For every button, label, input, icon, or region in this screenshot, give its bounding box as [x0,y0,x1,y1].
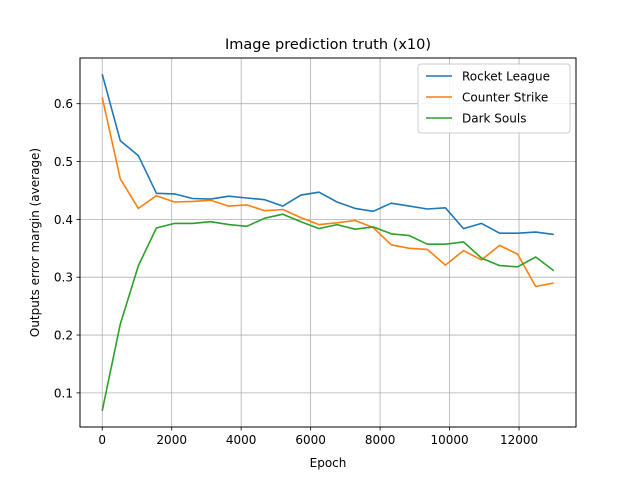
legend-label: Counter Strike [462,91,548,105]
series-line-rocket-league [101,73,554,236]
series-line-dark-souls [101,213,555,411]
plot-frame [79,57,577,428]
x-tick-label: 6000 [295,433,326,447]
legend: Rocket League Counter Strike Dark Souls [417,63,571,134]
y-tick-label: 0.5 [54,155,73,169]
x-tick-label: 0 [98,433,106,447]
x-tick-label: 4000 [226,433,257,447]
x-tick-label: 10000 [430,433,468,447]
x-tick-label: 2000 [156,433,187,447]
x-tick-label: 12000 [500,433,538,447]
y-tick-label: 0.6 [54,97,73,111]
legend-box [417,63,571,134]
x-axis-label: Epoch [310,456,347,470]
y-tick-label: 0.3 [54,271,73,285]
legend-label: Rocket League [462,70,550,84]
y-tick-label: 0.1 [54,386,73,400]
chart-title: Image prediction truth (x10) [225,37,431,53]
axis-ticks: 0 2000 4000 6000 8000 10000 12000 0.1 0.2 0.3 0.4 0… [54,97,538,447]
series-line-counter-strike [101,97,554,288]
y-tick-label: 0.4 [54,213,73,227]
y-axis-label: Outputs error margin (average) [28,148,42,337]
series-lines [101,73,555,411]
legend-label: Dark Souls [462,112,526,126]
x-tick-label: 8000 [365,433,396,447]
y-tick-label: 0.2 [54,329,73,343]
